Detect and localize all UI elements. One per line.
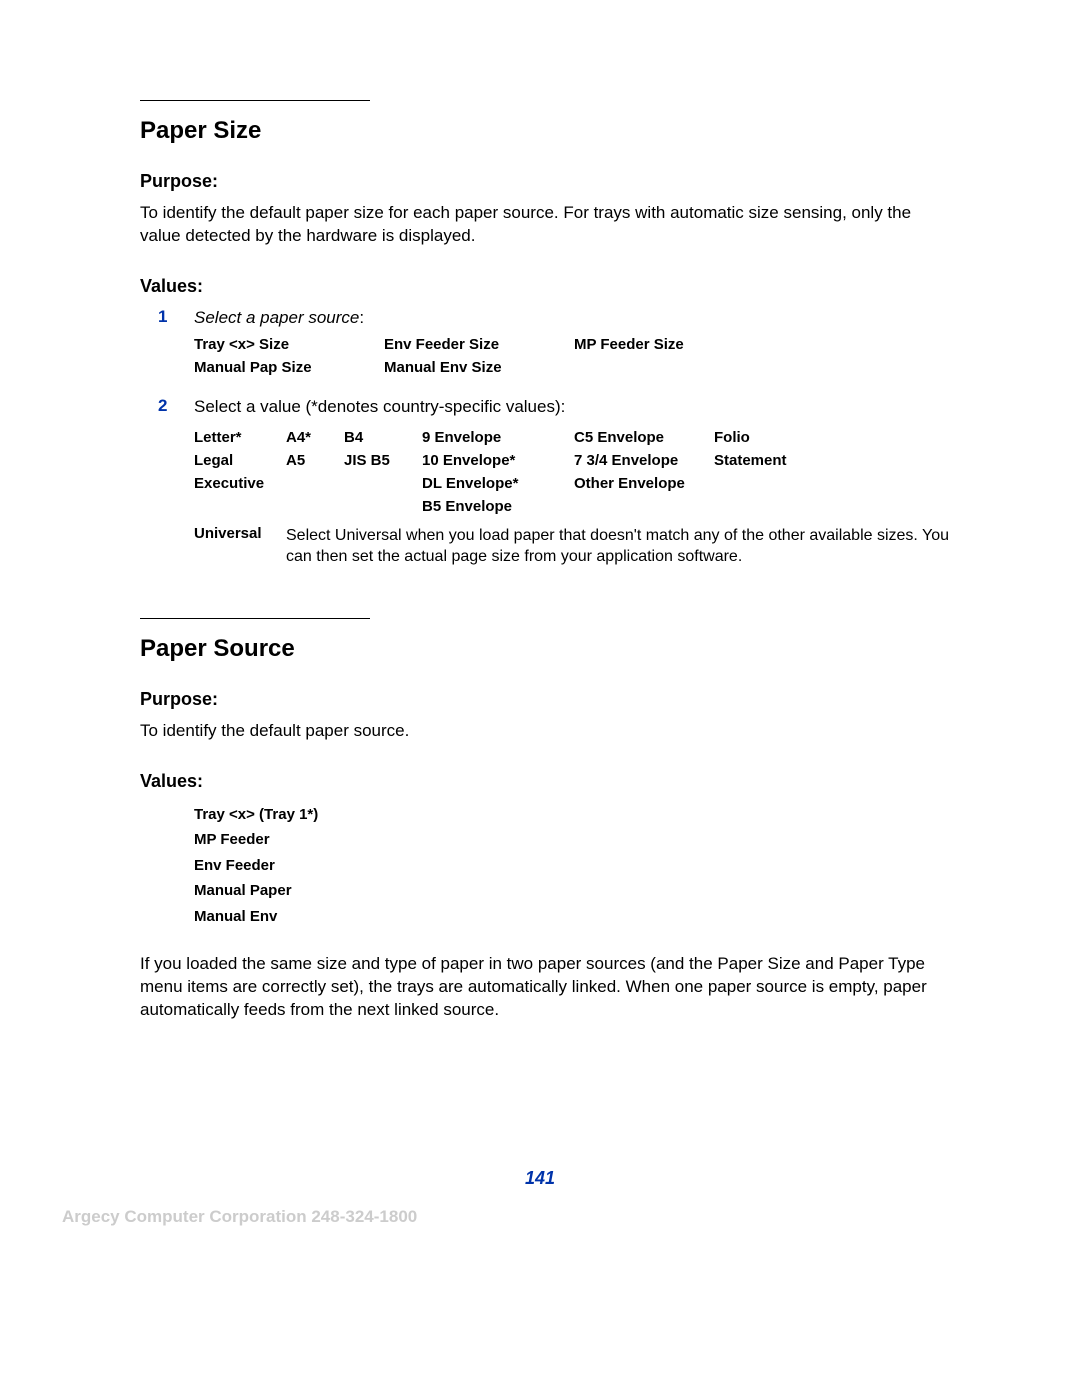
paper-values-grid: Letter* A4* B4 9 Envelope C5 Envelope Fo… — [194, 429, 950, 515]
step-1: 1 Select a paper source: — [140, 307, 950, 330]
value-cell: A4* — [286, 429, 344, 446]
value-cell: JIS B5 — [344, 452, 422, 469]
value-cell — [344, 498, 422, 515]
list-item: Env Feeder — [194, 853, 950, 879]
purpose-heading: Purpose: — [140, 689, 950, 710]
list-item: Manual Paper — [194, 878, 950, 904]
source-cell: Tray <x> Size — [194, 336, 384, 353]
purpose-text: To identify the default paper size for e… — [140, 202, 950, 248]
step-2: 2 Select a value (*denotes country-speci… — [140, 396, 950, 419]
value-cell: Statement — [714, 452, 824, 469]
source-values-list: Tray <x> (Tray 1*) MP Feeder Env Feeder … — [194, 802, 950, 930]
step-text-colon: : — [359, 308, 364, 327]
paper-sources-grid: Tray <x> Size Env Feeder Size MP Feeder … — [194, 336, 950, 376]
value-cell: Folio — [714, 429, 824, 446]
step-number: 1 — [140, 307, 194, 327]
value-cell — [344, 475, 422, 492]
value-cell: 10 Envelope* — [422, 452, 574, 469]
universal-label: Universal — [194, 525, 286, 542]
purpose-heading: Purpose: — [140, 171, 950, 192]
source-cell: MP Feeder Size — [574, 336, 764, 353]
value-cell: 7 3/4 Envelope — [574, 452, 714, 469]
footer-text: Argecy Computer Corporation 248-324-1800 — [62, 1207, 417, 1227]
values-heading: Values: — [140, 771, 950, 792]
source-cell: Env Feeder Size — [384, 336, 574, 353]
value-cell — [714, 498, 824, 515]
source-cell: Manual Pap Size — [194, 359, 384, 376]
value-cell: B4 — [344, 429, 422, 446]
page-content: Paper Size Purpose: To identify the defa… — [0, 0, 1080, 1022]
source-cell — [574, 359, 764, 376]
values-heading: Values: — [140, 276, 950, 297]
value-cell — [286, 498, 344, 515]
value-cell — [286, 475, 344, 492]
purpose-text: To identify the default paper source. — [140, 720, 950, 743]
list-item: MP Feeder — [194, 827, 950, 853]
value-cell — [714, 475, 824, 492]
step-number: 2 — [140, 396, 194, 416]
universal-row: Universal Select Universal when you load… — [194, 525, 950, 568]
value-cell: C5 Envelope — [574, 429, 714, 446]
value-cell — [574, 498, 714, 515]
source-cell: Manual Env Size — [384, 359, 574, 376]
value-cell: A5 — [286, 452, 344, 469]
value-cell: Other Envelope — [574, 475, 714, 492]
step-text: Select a value (*denotes country-specifi… — [194, 396, 565, 419]
value-cell — [194, 498, 286, 515]
section-title-paper-size: Paper Size — [140, 117, 950, 145]
value-cell: 9 Envelope — [422, 429, 574, 446]
section-title-paper-source: Paper Source — [140, 635, 950, 663]
list-item: Manual Env — [194, 904, 950, 930]
page-number: 141 — [0, 1168, 1080, 1189]
section-rule — [140, 100, 370, 101]
value-cell: Legal — [194, 452, 286, 469]
value-cell: B5 Envelope — [422, 498, 574, 515]
list-item: Tray <x> (Tray 1*) — [194, 802, 950, 828]
step-text-italic: Select a paper source — [194, 308, 359, 327]
section-rule — [140, 618, 370, 619]
note-text: If you loaded the same size and type of … — [140, 953, 950, 1022]
value-cell: Letter* — [194, 429, 286, 446]
universal-text: Select Universal when you load paper tha… — [286, 525, 950, 568]
step-text: Select a paper source: — [194, 307, 364, 330]
value-cell: Executive — [194, 475, 286, 492]
value-cell: DL Envelope* — [422, 475, 574, 492]
